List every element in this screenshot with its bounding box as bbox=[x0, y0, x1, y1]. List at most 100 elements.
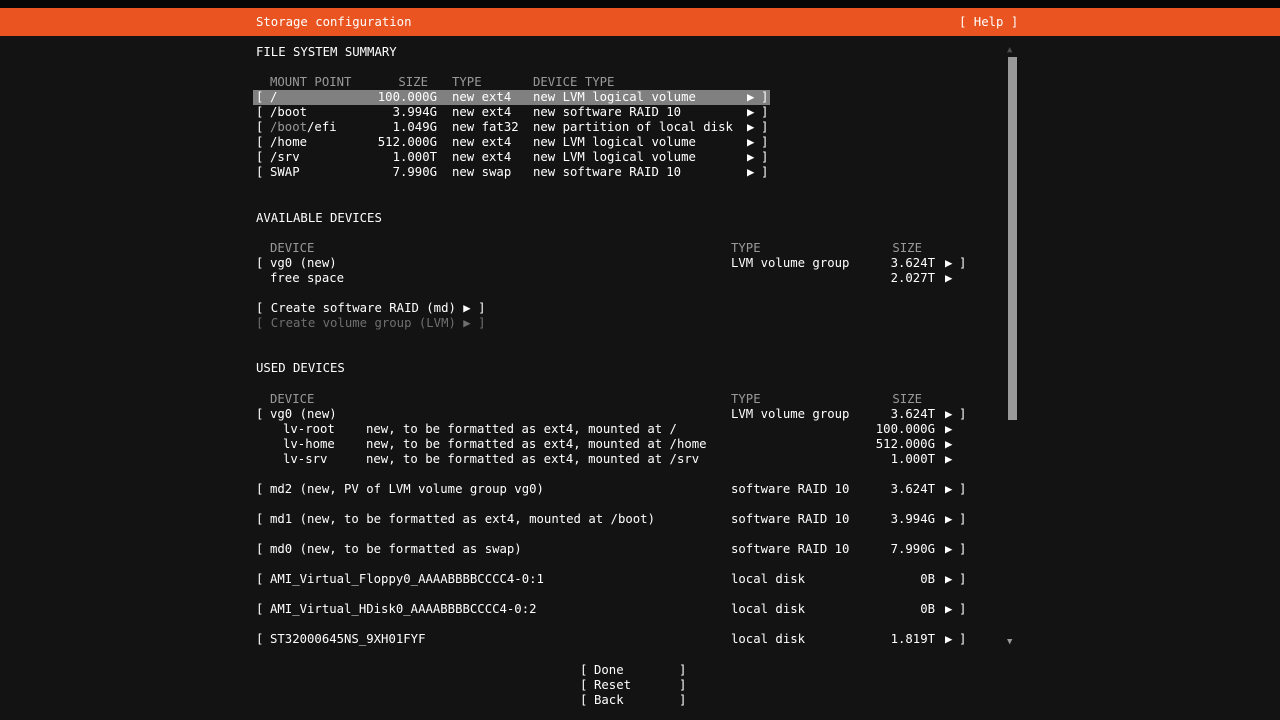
chevron-right-icon: ▶ bbox=[945, 572, 953, 586]
used-row-md1[interactable]: [ md1 (new, to be formatted as ext4, mou… bbox=[253, 512, 970, 527]
fs-type: new ext4 bbox=[452, 135, 512, 149]
left-bracket: [ bbox=[256, 256, 264, 270]
mount-point: SWAP bbox=[270, 165, 300, 179]
used-row-virtual-floppy[interactable]: [ AMI_Virtual_Floppy0_AAAABBBBCCCC4-0:1 … bbox=[253, 572, 970, 587]
chevron-right-icon: ▶ bbox=[945, 452, 953, 466]
button-label: Reset bbox=[594, 678, 632, 692]
create-software-raid-action[interactable]: [ Create software RAID (md) ▶ ] bbox=[253, 301, 486, 316]
scrollbar[interactable]: ▲ ▼ bbox=[1007, 44, 1017, 648]
size-value: 100.000G bbox=[377, 90, 437, 104]
fss-header-device-type: DEVICE TYPE bbox=[533, 75, 615, 89]
fss-heading: FILE SYSTEM SUMMARY bbox=[256, 45, 397, 59]
used-row-md2[interactable]: [ md2 (new, PV of LVM volume group vg0) … bbox=[253, 482, 970, 497]
lv-name: lv-srv bbox=[283, 452, 328, 466]
help-button[interactable]: [ Help ] bbox=[959, 15, 1019, 29]
device-name: AMI_Virtual_HDisk0_AAAABBBBCCCC4-0:2 bbox=[270, 602, 537, 616]
size-value: 512.000G bbox=[377, 135, 437, 149]
header-type: TYPE bbox=[731, 241, 761, 255]
device-type: LVM volume group bbox=[731, 407, 850, 421]
size-value: 3.994G bbox=[890, 512, 935, 526]
scrollbar-thumb[interactable] bbox=[1008, 57, 1017, 420]
button-label: Back bbox=[594, 693, 624, 707]
device-type: new LVM logical volume bbox=[533, 135, 696, 149]
back-button[interactable]: [ Back ] bbox=[580, 693, 686, 708]
device-type: local disk bbox=[731, 632, 806, 646]
used-row-md0[interactable]: [ md0 (new, to be formatted as swap) sof… bbox=[253, 542, 970, 557]
chevron-right-icon: ▶ bbox=[945, 407, 953, 421]
used-row-lv-home[interactable]: lv-home new, to be formatted as ext4, mo… bbox=[253, 437, 970, 452]
right-bracket: ] bbox=[679, 693, 687, 707]
create-volume-group-action: [ Create volume group (LVM) ▶ ] bbox=[253, 316, 486, 331]
fs-type: new fat32 bbox=[452, 120, 519, 134]
fss-row-boot-efi[interactable]: [ /boot/efi 1.049G new fat32 new partiti… bbox=[253, 120, 770, 135]
reset-button[interactable]: [ Reset ] bbox=[580, 678, 686, 693]
right-bracket: ] bbox=[761, 150, 769, 164]
right-bracket: ] bbox=[761, 165, 769, 179]
size-value: 2.027T bbox=[890, 271, 935, 285]
device-type: software RAID 10 bbox=[731, 542, 850, 556]
device-name: vg0 (new) bbox=[270, 256, 337, 270]
mount-point: /boot bbox=[270, 105, 308, 119]
device-type: software RAID 10 bbox=[731, 512, 850, 526]
scroll-up-icon[interactable]: ▲ bbox=[1007, 45, 1013, 55]
used-row-virtual-hdisk[interactable]: [ AMI_Virtual_HDisk0_AAAABBBBCCCC4-0:2 l… bbox=[253, 602, 970, 617]
fss-row-home[interactable]: [ /home 512.000G new ext4 new LVM logica… bbox=[253, 135, 770, 150]
left-bracket: [ bbox=[256, 572, 264, 586]
size-value: 1.000T bbox=[392, 150, 437, 164]
used-row-st-disk[interactable]: [ ST32000645NS_9XH01FYF local disk 1.819… bbox=[253, 632, 970, 647]
size-value: 0B bbox=[920, 572, 935, 586]
button-label: Done bbox=[594, 663, 624, 677]
available-row-free-space[interactable]: free space 2.027T ▶ bbox=[253, 271, 970, 286]
chevron-right-icon: ▶ bbox=[747, 105, 755, 119]
chevron-right-icon: ▶ bbox=[945, 512, 953, 526]
mount-suffix: /efi bbox=[307, 120, 337, 134]
right-bracket: ] bbox=[959, 542, 967, 556]
scroll-down-icon[interactable]: ▼ bbox=[1007, 637, 1013, 647]
left-bracket: [ bbox=[256, 165, 264, 179]
device-name: ST32000645NS_9XH01FYF bbox=[270, 632, 426, 646]
used-row-lv-root[interactable]: lv-root new, to be formatted as ext4, mo… bbox=[253, 422, 970, 437]
fss-row-swap[interactable]: [ SWAP 7.990G new swap new software RAID… bbox=[253, 165, 770, 180]
chevron-right-icon: ▶ bbox=[747, 150, 755, 164]
chevron-right-icon: ▶ bbox=[945, 482, 953, 496]
fss-row-root[interactable]: [ / 100.000G new ext4 new LVM logical vo… bbox=[253, 90, 770, 105]
device-type: new LVM logical volume bbox=[533, 150, 696, 164]
left-bracket: [ bbox=[580, 663, 588, 677]
left-bracket: [ bbox=[256, 135, 264, 149]
fss-row-srv[interactable]: [ /srv 1.000T new ext4 new LVM logical v… bbox=[253, 150, 770, 165]
device-type: local disk bbox=[731, 602, 806, 616]
mount-prefix: /boot bbox=[270, 120, 308, 134]
chevron-right-icon: ▶ bbox=[945, 271, 953, 285]
fss-row-boot[interactable]: [ /boot 3.994G new ext4 new software RAI… bbox=[253, 105, 770, 120]
used-row-lv-srv[interactable]: lv-srv new, to be formatted as ext4, mou… bbox=[253, 452, 970, 467]
right-bracket: ] bbox=[959, 572, 967, 586]
device-name: md1 (new, to be formatted as ext4, mount… bbox=[270, 512, 655, 526]
chevron-right-icon: ▶ bbox=[747, 165, 755, 179]
left-bracket: [ bbox=[256, 90, 264, 104]
lv-name: lv-home bbox=[283, 437, 335, 451]
right-bracket: ] bbox=[761, 120, 769, 134]
header-size: SIZE bbox=[892, 392, 922, 406]
device-name: md2 (new, PV of LVM volume group vg0) bbox=[270, 482, 544, 496]
used-row-vg0[interactable]: [ vg0 (new) LVM volume group 3.624T ▶ ] bbox=[253, 407, 970, 422]
action-label: [ Create software RAID (md) ▶ ] bbox=[256, 301, 486, 315]
chevron-right-icon: ▶ bbox=[747, 90, 755, 104]
fss-header-size: SIZE bbox=[398, 75, 428, 89]
device-type: new partition of local disk bbox=[533, 120, 733, 134]
fs-type: new ext4 bbox=[452, 105, 512, 119]
done-button[interactable]: [ Done ] bbox=[580, 663, 686, 678]
lv-name: lv-root bbox=[283, 422, 335, 436]
right-bracket: ] bbox=[959, 256, 967, 270]
used-devices-heading: USED DEVICES bbox=[256, 361, 345, 375]
device-type: new software RAID 10 bbox=[533, 105, 682, 119]
left-bracket: [ bbox=[580, 693, 588, 707]
fs-type: new ext4 bbox=[452, 90, 512, 104]
available-row-vg0[interactable]: [ vg0 (new) LVM volume group 3.624T ▶ ] bbox=[253, 256, 970, 271]
fss-header-row: MOUNT POINT SIZE TYPE DEVICE TYPE bbox=[253, 75, 770, 90]
right-bracket: ] bbox=[959, 512, 967, 526]
right-bracket: ] bbox=[959, 482, 967, 496]
chevron-right-icon: ▶ bbox=[945, 256, 953, 270]
size-value: 1.000T bbox=[890, 452, 935, 466]
mount-point: / bbox=[270, 90, 278, 104]
chevron-right-icon: ▶ bbox=[945, 437, 953, 451]
